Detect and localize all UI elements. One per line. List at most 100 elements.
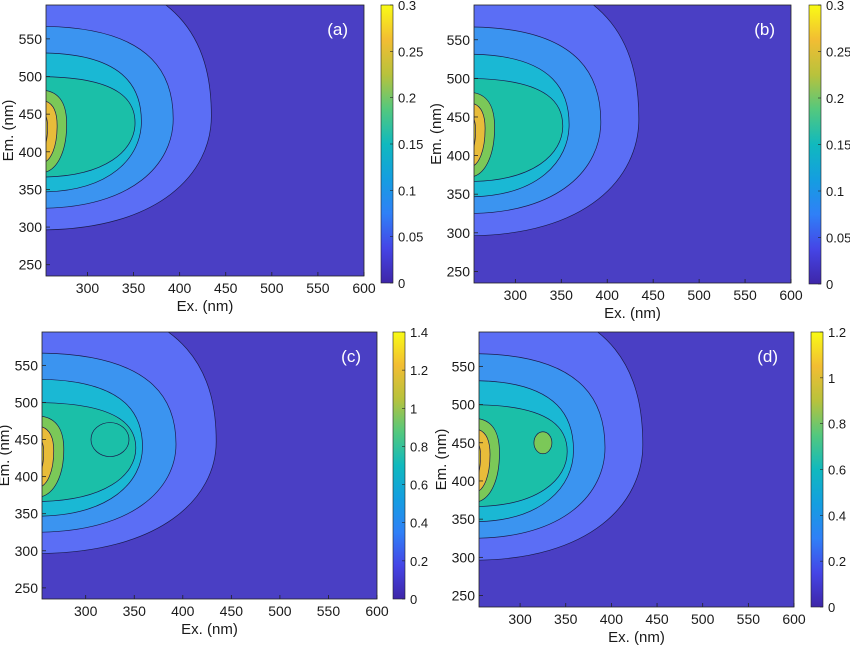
- contour-fills: [479, 332, 644, 561]
- x-tick-label: 400: [596, 287, 620, 303]
- plot-frame: [473, 4, 792, 284]
- y-tick-label: 550: [447, 32, 471, 48]
- contour-level-6: [46, 101, 58, 162]
- colorbar-tick-label: 0.2: [410, 554, 428, 569]
- y-tick-label: 350: [452, 511, 476, 527]
- y-tick-label: 550: [15, 357, 39, 373]
- x-tick-label: 400: [171, 603, 195, 619]
- y-tick-label: 450: [452, 435, 476, 451]
- x-axis-label: Ex. (nm): [177, 298, 234, 315]
- y-tick-label: 350: [447, 186, 471, 202]
- colorbar-tick-label: 0.05: [826, 231, 850, 246]
- contour-fills: [474, 5, 640, 236]
- contour-level-4: [46, 76, 136, 178]
- x-tick-label: 500: [687, 287, 711, 303]
- colorbar-tick-label: 0.3: [398, 0, 416, 13]
- x-tick-label: 500: [260, 280, 284, 296]
- y-tick-label: 550: [452, 358, 476, 374]
- y-axis-label: Em. (nm): [0, 425, 13, 487]
- plot-frame: [45, 4, 365, 277]
- x-tick-label: 600: [352, 280, 376, 296]
- y-tick-label: 400: [452, 473, 476, 489]
- colorbar-tick-label: 0.4: [828, 508, 846, 523]
- x-tick-label: 550: [737, 611, 761, 627]
- contour-fills: [42, 332, 217, 554]
- x-tick-label: 300: [74, 603, 98, 619]
- y-tick-label: 350: [15, 506, 39, 522]
- secondary-peak: [90, 422, 130, 457]
- plot-frame: [478, 331, 795, 608]
- secondary-peak: [533, 431, 553, 455]
- colorbar-tick-label: 1.2: [828, 325, 846, 340]
- contour-level-6: [42, 426, 55, 487]
- x-tick-label: 450: [220, 603, 244, 619]
- x-tick-label: 350: [554, 611, 578, 627]
- plot-frame: [41, 331, 378, 600]
- colorbar-tick-label: 0: [828, 600, 835, 615]
- x-tick-label: 600: [365, 603, 389, 619]
- y-tick-label: 250: [19, 257, 43, 273]
- panel-label: (a): [327, 20, 348, 39]
- colorbar-tick-label: 0.8: [828, 417, 846, 432]
- colorbar-tick-label: 0.6: [410, 478, 428, 493]
- colorbar-tick-label: 0: [410, 592, 417, 607]
- colorbar-tick-label: 0.2: [826, 91, 844, 106]
- contour-level-6: [479, 429, 491, 492]
- panel-label: (c): [341, 347, 361, 366]
- panel-b: 300 350 400 450 500 550 600 250 300 350 400 450 500 5…: [428, 0, 850, 322]
- x-tick-label: 350: [550, 287, 574, 303]
- y-tick-label: 400: [447, 148, 471, 164]
- panel-d: 300 350 400 450 500 550 600 250 300 350 400 450 500 5…: [433, 325, 846, 645]
- y-tick-label: 500: [15, 394, 39, 410]
- panel-label: (b): [754, 20, 775, 39]
- colorbar-tick-label: 0: [826, 277, 833, 292]
- y-tick-label: 250: [452, 588, 476, 604]
- x-tick-label: 300: [508, 611, 532, 627]
- y-tick-label: 300: [19, 219, 43, 235]
- x-axis-label: Ex. (nm): [604, 305, 661, 322]
- contour-level-4: [479, 404, 568, 507]
- colorbar-tick-label: 1: [410, 401, 417, 416]
- contour-fills: [46, 5, 212, 231]
- colorbar-tick-label: 0.6: [828, 463, 846, 478]
- y-tick-label: 450: [19, 106, 43, 122]
- x-tick-label: 350: [123, 603, 147, 619]
- contour-level-4: [474, 78, 564, 182]
- x-tick-label: 300: [504, 287, 528, 303]
- panel-a: 300 350 400 450 500 550 600 250 300 350 400 450 500 5…: [0, 0, 423, 315]
- x-axis-label: Ex. (nm): [181, 621, 238, 638]
- panel-label: (d): [757, 347, 778, 366]
- colorbar-tick-label: 0.15: [826, 138, 850, 153]
- colorbar-tick-label: 0.25: [826, 45, 850, 60]
- x-tick-label: 500: [268, 603, 292, 619]
- colorbar: [392, 331, 406, 600]
- colorbar-tick-label: 0.4: [410, 516, 428, 531]
- colorbar-tick-label: 0.3: [826, 0, 844, 13]
- x-tick-label: 400: [600, 611, 624, 627]
- colorbar-tick-label: 0.25: [398, 44, 423, 59]
- colorbar-tick-label: 0: [398, 276, 405, 291]
- x-tick-label: 450: [641, 287, 665, 303]
- colorbar-tick-label: 0.2: [828, 554, 846, 569]
- y-tick-label: 250: [447, 263, 471, 279]
- colorbar-tick-label: 0.2: [398, 91, 416, 106]
- x-tick-label: 350: [122, 280, 146, 296]
- x-tick-label: 500: [691, 611, 715, 627]
- x-tick-label: 300: [76, 280, 100, 296]
- x-tick-label: 550: [306, 280, 330, 296]
- x-tick-label: 550: [733, 287, 757, 303]
- colorbar-tick-label: 0.8: [410, 439, 428, 454]
- y-axis-label: Em. (nm): [433, 429, 450, 491]
- contour-level-7: [42, 441, 45, 469]
- colorbar-tick-label: 0.15: [398, 137, 423, 152]
- y-tick-label: 500: [447, 70, 471, 86]
- y-tick-label: 300: [447, 225, 471, 241]
- y-tick-label: 400: [15, 469, 39, 485]
- y-tick-label: 450: [447, 109, 471, 125]
- x-axis-label: Ex. (nm): [608, 629, 665, 645]
- x-tick-label: 600: [779, 287, 803, 303]
- y-tick-label: 300: [15, 543, 39, 559]
- x-tick-label: 550: [317, 603, 341, 619]
- y-axis-label: Em. (nm): [428, 103, 445, 165]
